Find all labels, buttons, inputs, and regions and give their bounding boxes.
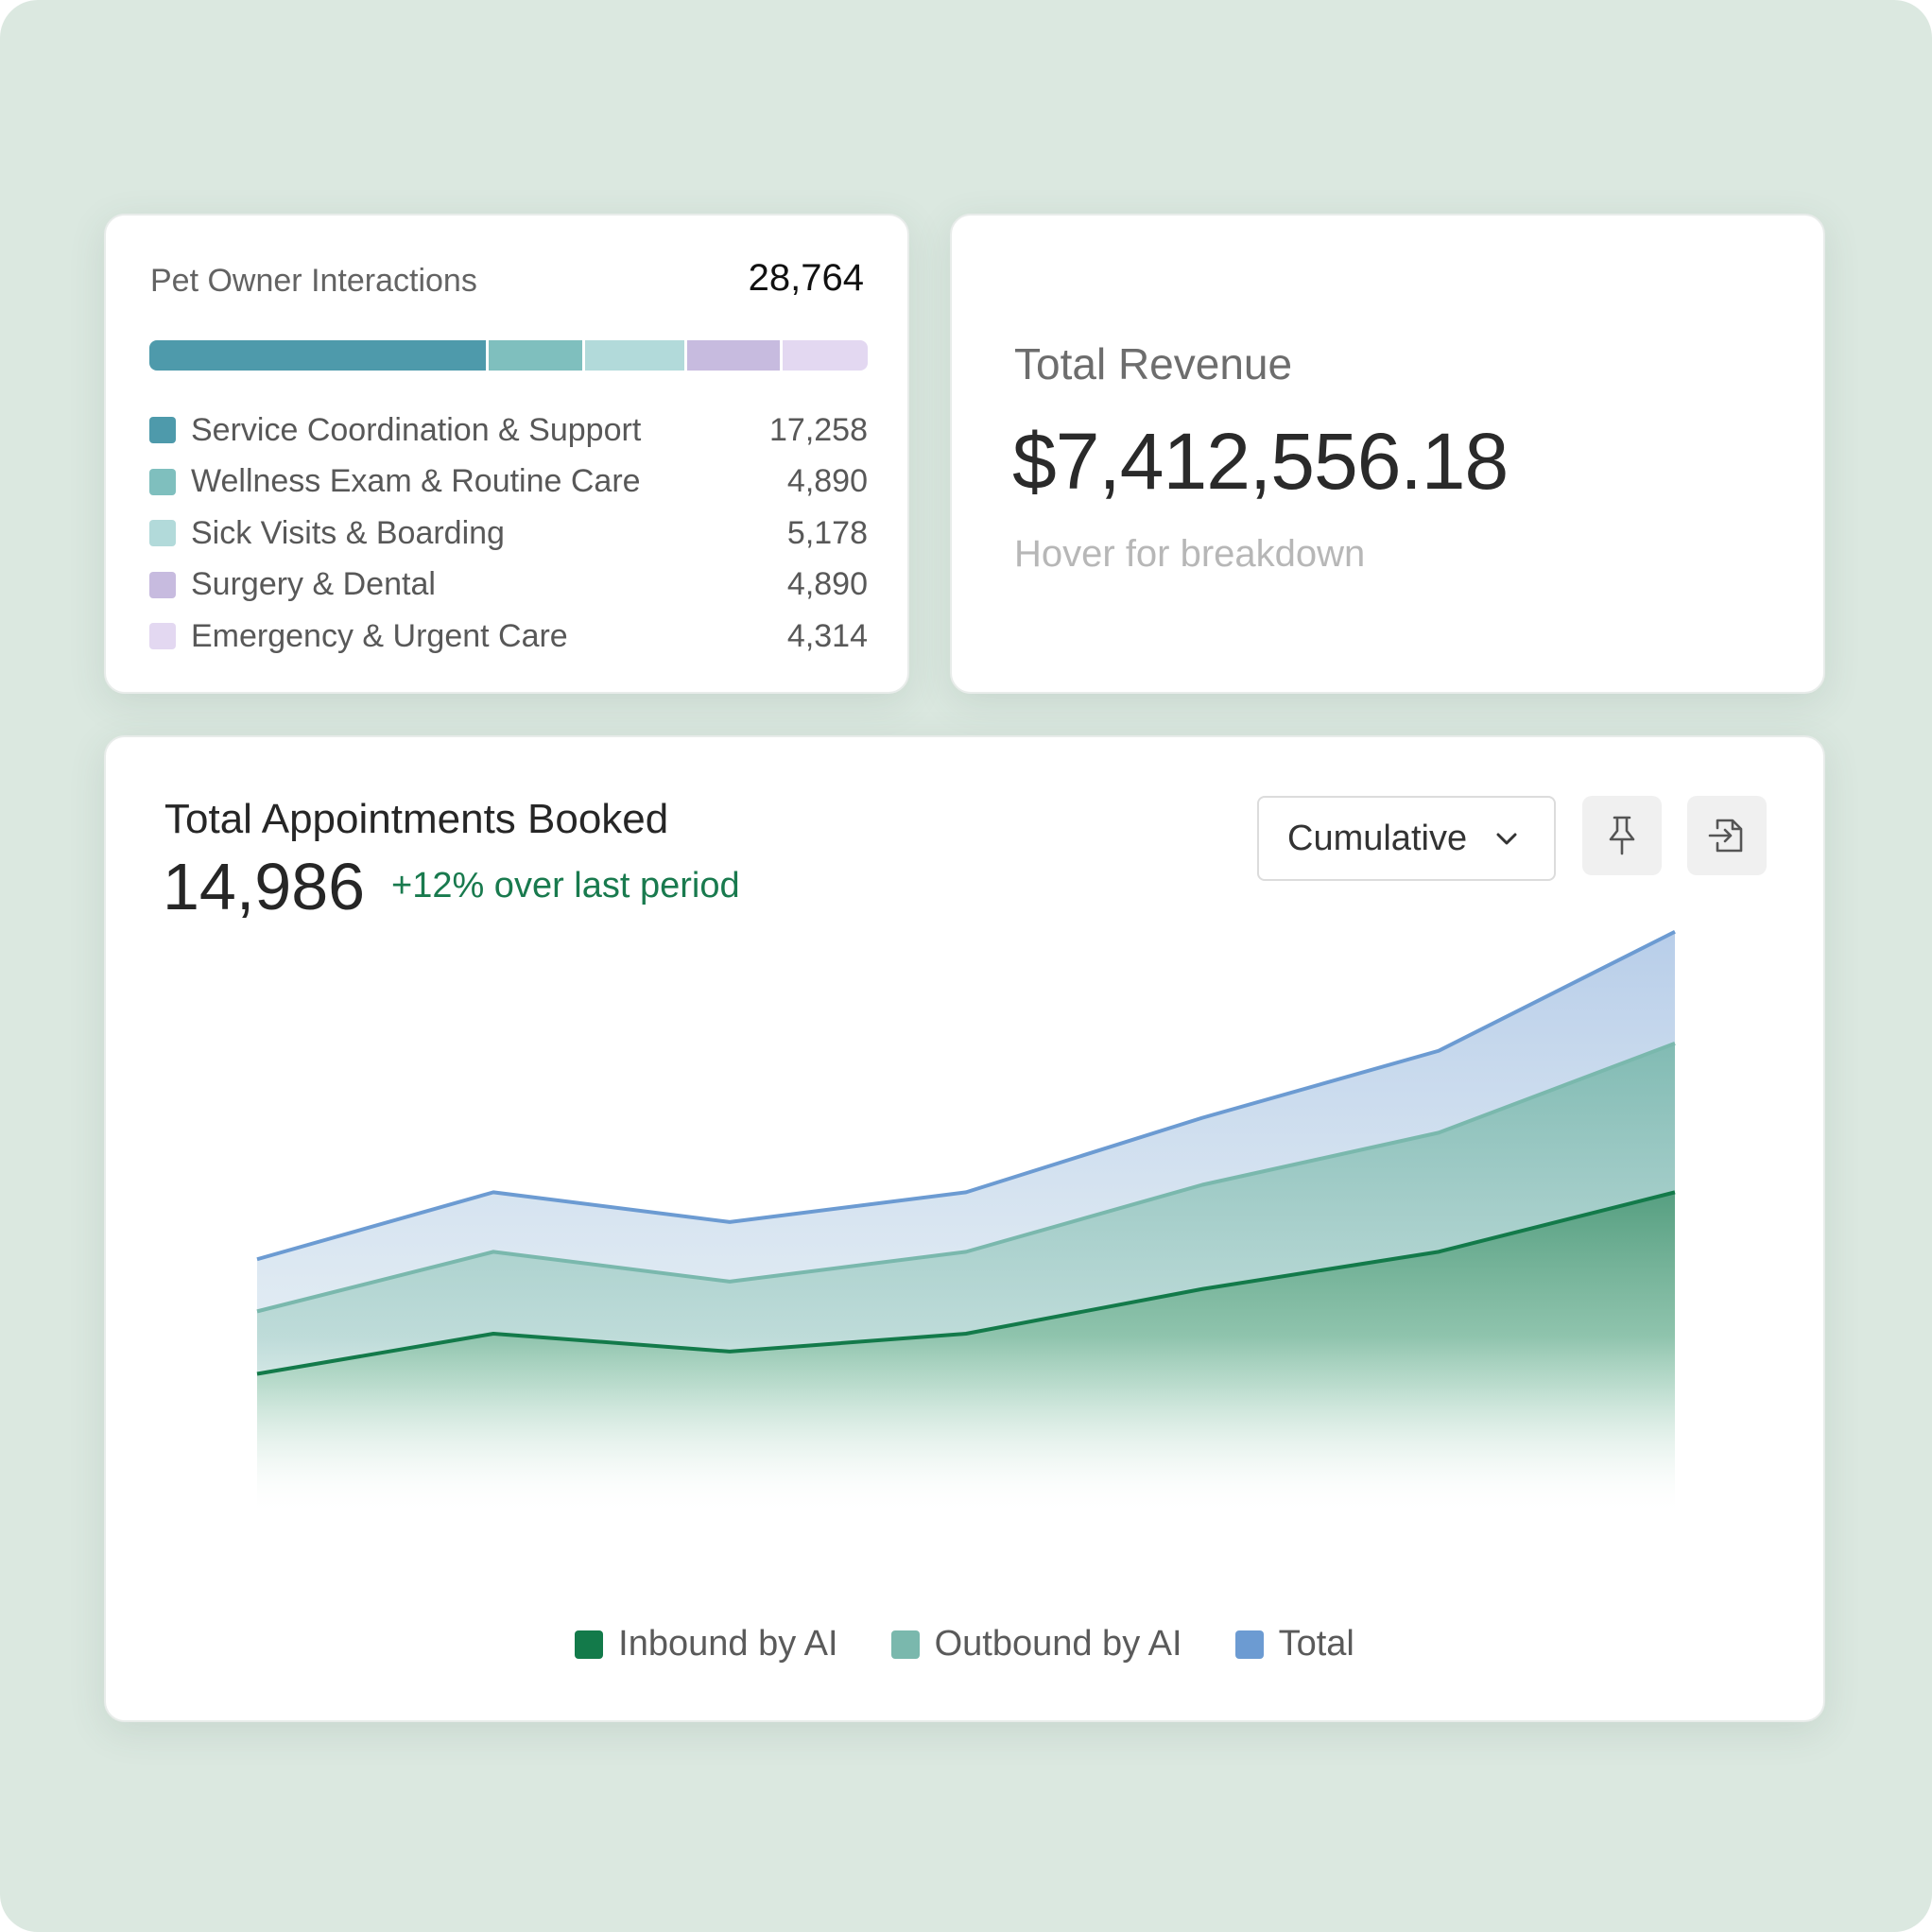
chart-fade-overlay xyxy=(255,917,1677,1516)
pin-button[interactable] xyxy=(1582,796,1662,875)
legend-value: 4,890 xyxy=(786,566,868,603)
chart-legend-swatch xyxy=(575,1630,604,1659)
chevron-down-icon xyxy=(1496,833,1517,845)
pet-owner-interactions-card: Pet Owner Interactions 28,764 Service Co… xyxy=(104,214,909,694)
bar-segment[interactable] xyxy=(489,340,585,371)
legend-value: 4,314 xyxy=(786,617,868,654)
legend-label: Sick Visits & Boarding xyxy=(191,514,505,551)
legend-swatch xyxy=(149,520,176,547)
chart-legend-label: Inbound by AI xyxy=(618,1624,838,1664)
export-icon xyxy=(1708,819,1743,853)
pin-icon xyxy=(1609,816,1635,855)
legend-item: Wellness Exam & Routine Care 4,890 xyxy=(149,457,868,509)
bar-segment[interactable] xyxy=(149,340,490,371)
legend-item: Surgery & Dental 4,890 xyxy=(149,560,868,612)
revenue-amount: $7,412,556.18 xyxy=(1012,417,1509,506)
legend-swatch xyxy=(149,417,176,444)
legend-value: 4,890 xyxy=(786,463,868,500)
series-line[interactable] xyxy=(256,1190,1676,1376)
view-mode-label: Cumulative xyxy=(1287,818,1468,858)
revenue-title: Total Revenue xyxy=(1014,339,1293,388)
bar-segment[interactable] xyxy=(686,340,784,371)
legend-label: Service Coordination & Support xyxy=(191,411,642,448)
legend-swatch xyxy=(149,623,176,650)
appointments-card: Total Appointments Booked 14,986 +12% ov… xyxy=(104,735,1825,1722)
revenue-hint: Hover for breakdown xyxy=(1014,533,1366,575)
chart-legend-item[interactable]: Outbound by AI xyxy=(890,1624,1182,1665)
legend-item: Sick Visits & Boarding 5,178 xyxy=(149,508,868,560)
bar-segment[interactable] xyxy=(584,340,687,371)
legend-swatch xyxy=(149,468,176,495)
appointments-change: +12% over last period xyxy=(391,866,740,906)
bar-segment[interactable] xyxy=(783,340,868,371)
export-button[interactable] xyxy=(1687,796,1767,875)
legend-item: Service Coordination & Support 17,258 xyxy=(149,405,868,457)
legend-label: Surgery & Dental xyxy=(191,566,436,603)
interactions-title: Pet Owner Interactions xyxy=(150,263,477,299)
series-line[interactable] xyxy=(256,929,1676,1262)
appointments-area-chart xyxy=(255,917,1677,1516)
legend-swatch xyxy=(149,571,176,598)
appointments-title: Total Appointments Booked xyxy=(164,796,669,842)
legend-label: Wellness Exam & Routine Care xyxy=(191,463,641,500)
chart-legend-item[interactable]: Total xyxy=(1234,1624,1354,1665)
interactions-stacked-bar xyxy=(149,340,868,371)
appointments-total: 14,986 xyxy=(163,850,366,923)
series-line[interactable] xyxy=(256,1042,1676,1314)
total-revenue-card[interactable]: Total Revenue $7,412,556.18 Hover for br… xyxy=(950,214,1825,694)
chart-legend-label: Outbound by AI xyxy=(934,1624,1182,1664)
legend-value: 5,178 xyxy=(786,514,868,551)
view-mode-dropdown[interactable]: Cumulative xyxy=(1257,796,1556,881)
legend-value: 17,258 xyxy=(769,411,868,448)
interactions-total: 28,764 xyxy=(748,257,864,299)
chart-legend: Inbound by AI Outbound by AI Total xyxy=(106,1624,1823,1665)
chart-legend-item[interactable]: Inbound by AI xyxy=(575,1624,838,1665)
legend-item: Emergency & Urgent Care 4,314 xyxy=(149,611,868,663)
chart-legend-swatch xyxy=(890,1630,920,1659)
legend-label: Emergency & Urgent Care xyxy=(191,617,568,654)
chart-legend-label: Total xyxy=(1278,1624,1354,1664)
interactions-legend: Service Coordination & Support 17,258 Well… xyxy=(149,405,868,663)
chart-legend-swatch xyxy=(1234,1630,1264,1659)
